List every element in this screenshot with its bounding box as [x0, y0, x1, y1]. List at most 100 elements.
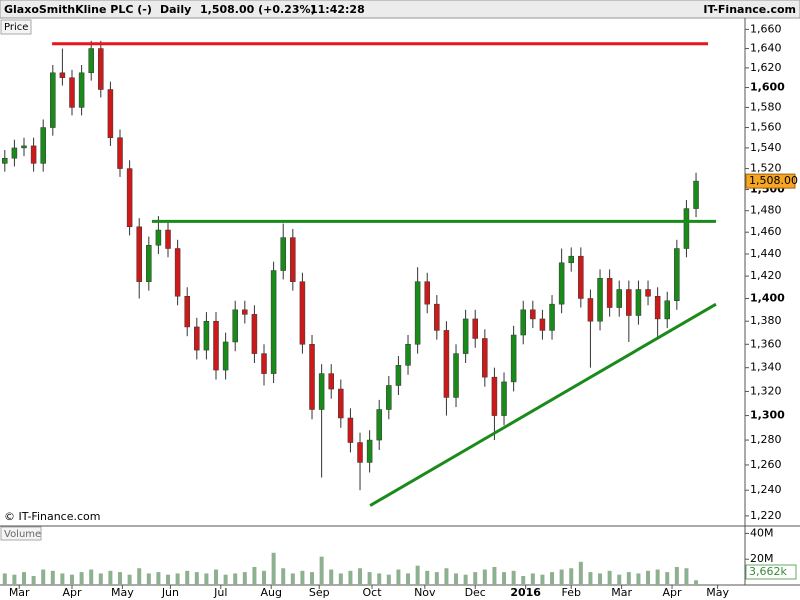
y-tick-label: 1,460 — [750, 225, 782, 238]
y-tick-label: 1,600 — [750, 81, 785, 94]
y-tick-label: 1,340 — [750, 361, 782, 374]
volume-bar — [281, 568, 286, 585]
candle-body — [376, 409, 382, 441]
volume-bar — [578, 561, 583, 585]
volume-bar — [338, 573, 343, 585]
volume-bar — [70, 574, 75, 585]
y-tick-label: 1,220 — [750, 509, 782, 522]
volume-bar — [463, 574, 468, 585]
candle-body — [290, 237, 296, 282]
x-tick-label: Apr — [62, 586, 82, 599]
candle-body — [434, 303, 440, 331]
header-title: GlaxoSmithKline PLC (-) — [4, 3, 152, 16]
candle-body — [251, 314, 258, 354]
volume-bar — [242, 572, 247, 585]
candle-body — [184, 295, 190, 328]
candle-body — [587, 298, 594, 322]
volume-bar — [617, 574, 622, 585]
x-tick-label: Oct — [363, 586, 383, 599]
x-tick-label: May — [111, 586, 134, 599]
volume-bar — [137, 568, 142, 585]
candle-body — [453, 353, 459, 398]
volume-bar — [511, 570, 516, 585]
volume-bar — [482, 569, 487, 585]
volume-bar — [598, 573, 603, 585]
x-tick-label: Sep — [309, 586, 330, 599]
x-tick-label: 2016 — [510, 586, 541, 599]
volume-bar — [358, 568, 363, 585]
candle-body — [347, 417, 354, 443]
candle-body — [568, 255, 574, 264]
volume-bar — [665, 572, 670, 585]
candle-body — [309, 344, 315, 410]
last-price-label: 1,508.00 — [749, 174, 798, 187]
volume-bar — [386, 574, 391, 585]
candle-body — [597, 278, 603, 322]
volume-bar — [550, 572, 555, 585]
candle-body — [530, 309, 536, 320]
candle-body — [539, 318, 546, 331]
candle-body — [501, 381, 507, 416]
volume-bar — [434, 572, 439, 585]
candle-body — [59, 72, 66, 78]
candle-body — [21, 145, 27, 149]
panel-label: Price — [4, 22, 28, 33]
x-tick-label: Jun — [161, 586, 179, 599]
header-bar — [0, 0, 800, 19]
volume-bar — [425, 570, 430, 585]
volume-bar — [348, 570, 353, 585]
candle-body — [136, 226, 142, 282]
volume-bar — [271, 552, 276, 585]
candle-body — [11, 147, 18, 159]
volume-bar — [674, 566, 679, 585]
candle-body — [424, 281, 430, 305]
volume-bar — [175, 573, 180, 585]
y-tick-label: 40M — [750, 526, 774, 539]
candle-body — [654, 295, 661, 320]
volume-bar — [223, 574, 228, 585]
candle-body — [270, 270, 277, 374]
x-tick-label: Mar — [9, 586, 30, 599]
trend-line — [369, 302, 717, 507]
volume-bar — [646, 570, 651, 585]
y-tick-label: 1,520 — [750, 162, 782, 175]
candle-body — [155, 229, 162, 246]
x-tick-label: Jul — [213, 586, 227, 599]
volume-bar — [684, 568, 689, 585]
x-tick-label: Mar — [611, 586, 632, 599]
y-tick-label: 1,240 — [750, 483, 782, 496]
candle-body — [318, 373, 325, 410]
header-source: IT-Finance.com — [703, 3, 796, 16]
volume-bar — [2, 573, 7, 585]
volume-bar — [98, 573, 103, 585]
volume-bar — [127, 574, 132, 585]
volume-bar — [694, 580, 699, 585]
volume-bar — [636, 573, 641, 585]
candle-body — [50, 72, 56, 128]
volume-bar — [607, 570, 612, 585]
panel-label-box — [0, 19, 32, 35]
candle-body — [443, 330, 450, 398]
candle-body — [328, 373, 334, 390]
volume-bar — [252, 566, 257, 585]
candle-body — [2, 157, 8, 164]
panel-label: Volume — [4, 529, 41, 540]
candle-body — [645, 289, 651, 297]
volume-bar — [444, 568, 449, 585]
candle-body — [299, 281, 306, 345]
x-tick-label: May — [706, 586, 729, 599]
y-tick-label: 1,560 — [750, 121, 782, 134]
candle-body — [405, 344, 411, 366]
x-tick-label: Nov — [414, 586, 436, 599]
candle-body — [107, 89, 114, 138]
volume-bar — [492, 566, 497, 585]
candle-body — [395, 365, 402, 386]
volume-bar — [626, 572, 631, 585]
y-tick-label: 1,260 — [750, 458, 782, 471]
volume-bar — [502, 572, 507, 585]
y-tick-label: 20M — [750, 552, 774, 565]
candle-body — [261, 353, 267, 374]
x-tick-label: Dec — [465, 586, 486, 599]
candle-body — [414, 281, 421, 345]
volume-bar — [588, 572, 593, 585]
